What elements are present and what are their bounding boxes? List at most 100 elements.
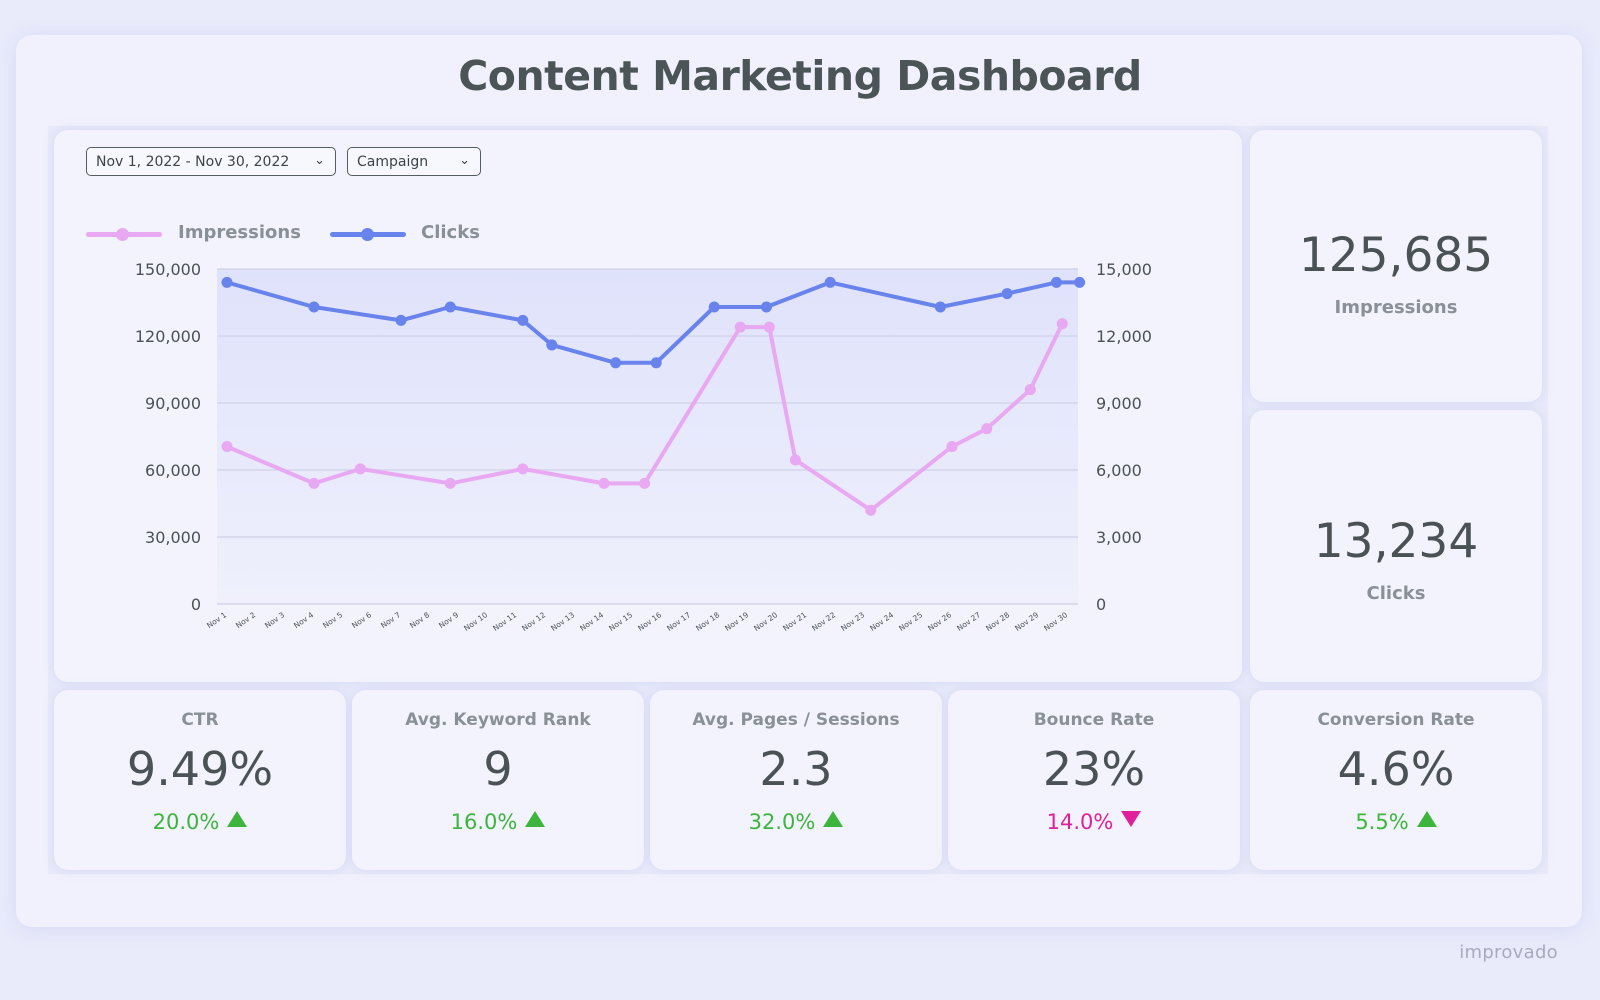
campaign-dropdown[interactable]: Campaign ⌄ [347,147,481,176]
clicks-data-point [1074,276,1086,288]
impressions-data-point [354,463,366,475]
metric-change: 16.0% [352,810,644,834]
trend-arrow-icon [525,811,546,827]
y-right-tick-label: 6,000 [1096,461,1142,480]
metric-value: 2.3 [759,742,833,796]
impressions-data-point [981,423,993,435]
x-tick-label: Nov 5 [321,610,344,630]
metric-card-conversion-rate: Conversion Rate 4.6% 5.5% [1250,690,1542,870]
clicks-data-point [546,339,558,351]
metric-label: Avg. Keyword Rank [405,710,591,730]
legend-impressions-label[interactable]: Impressions [178,222,301,243]
impressions-data-point [221,441,233,453]
metric-change-value: 14.0% [1046,810,1114,834]
y-left-tick-label: 150,000 [135,260,201,279]
impressions-data-point [734,321,746,333]
clicks-data-point [610,357,622,369]
metric-change: 14.0% [948,810,1240,834]
metric-card-ctr: CTR 9.49% 20.0% [54,690,346,870]
clicks-data-point [1001,288,1013,300]
metric-change: 32.0% [650,810,942,834]
metric-label: CTR [181,710,219,730]
trend-arrow-icon [1121,811,1142,827]
y-right-tick-label: 0 [1096,595,1106,614]
metric-label: Avg. Pages / Sessions [692,710,900,730]
x-tick-label: Nov 17 [665,610,692,633]
metric-change-value: 16.0% [450,810,518,834]
clicks-data-point [444,301,456,313]
clicks-data-point [934,301,946,313]
x-tick-label: Nov 9 [437,610,460,630]
date-range-dropdown[interactable]: Nov 1, 2022 - Nov 30, 2022 ⌄ [86,147,336,176]
clicks-data-point [308,301,320,313]
impressions-data-point [946,441,958,453]
metric-change: 20.0% [54,810,346,834]
trend-arrow-icon [1416,811,1437,827]
impressions-data-point [639,477,651,489]
metric-change-value: 20.0% [152,810,220,834]
trend-arrow-icon [823,811,844,827]
impressions-data-point [517,463,529,475]
x-tick-label: Nov 13 [549,610,576,633]
metric-card-pages-sessions: Avg. Pages / Sessions 2.3 32.0% [650,690,942,870]
y-right-tick-label: 3,000 [1096,528,1142,547]
metric-label: Conversion Rate [1317,710,1475,730]
metric-card-bounce-rate: Bounce Rate 23% 14.0% [948,690,1240,870]
x-tick-label: Nov 26 [926,610,953,633]
plot-area [217,269,1078,604]
x-tick-label: Nov 24 [868,610,895,633]
x-tick-label: Nov 23 [839,610,866,633]
x-tick-label: Nov 7 [379,610,402,630]
y-right-tick-label: 15,000 [1096,260,1152,279]
y-left-tick-label: 0 [191,595,201,614]
impressions-kpi-value: 125,685 [1298,228,1494,283]
impressions-data-point [789,454,801,466]
x-tick-label: Nov 11 [491,610,518,633]
metric-change: 5.5% [1250,810,1542,834]
clicks-kpi-label: Clicks [1366,583,1426,604]
legend-clicks-label[interactable]: Clicks [421,222,480,243]
x-tick-label: Nov 29 [1013,610,1040,633]
x-tick-label: Nov 19 [723,610,750,633]
metric-value: 9 [483,742,513,796]
y-right-tick-label: 9,000 [1096,394,1142,413]
impressions-kpi-label: Impressions [1334,297,1458,318]
clicks-data-point [650,357,662,369]
chevron-down-icon: ⌄ [459,153,470,168]
y-right-tick-label: 12,000 [1096,327,1152,346]
chevron-down-icon: ⌄ [314,153,325,168]
x-tick-label: Nov 6 [350,610,373,630]
date-range-value: Nov 1, 2022 - Nov 30, 2022 [96,154,290,170]
impressions-kpi-card: 125,685 Impressions [1250,130,1542,402]
impressions-data-point [598,477,610,489]
clicks-kpi-card: 13,234 Clicks [1250,410,1542,682]
x-tick-label: Nov 2 [234,610,257,630]
clicks-kpi-value: 13,234 [1313,514,1479,569]
clicks-data-point [1050,276,1062,288]
legend-clicks-marker [361,228,374,241]
metric-value: 23% [1042,742,1146,796]
x-tick-label: Nov 3 [263,610,286,630]
metric-change-value: 32.0% [748,810,816,834]
x-tick-label: Nov 15 [607,610,634,633]
page-title: Content Marketing Dashboard [458,52,1142,100]
impressions-data-point [1024,384,1036,396]
x-tick-label: Nov 25 [897,610,924,633]
x-tick-label: Nov 18 [694,610,721,633]
metric-value: 4.6% [1337,742,1455,796]
legend-impressions-marker [116,228,129,241]
y-left-tick-label: 30,000 [145,528,201,547]
x-tick-label: Nov 20 [752,610,779,633]
metric-value: 9.49% [126,742,274,796]
impressions-data-point [1056,318,1068,330]
x-tick-label: Nov 21 [781,610,808,633]
campaign-value: Campaign [357,154,429,170]
x-tick-label: Nov 14 [578,610,605,633]
x-tick-label: Nov 27 [955,610,982,633]
x-tick-label: Nov 12 [520,610,547,633]
impressions-data-point [308,477,320,489]
clicks-data-point [517,314,529,326]
clicks-data-point [824,276,836,288]
clicks-data-point [708,301,720,313]
